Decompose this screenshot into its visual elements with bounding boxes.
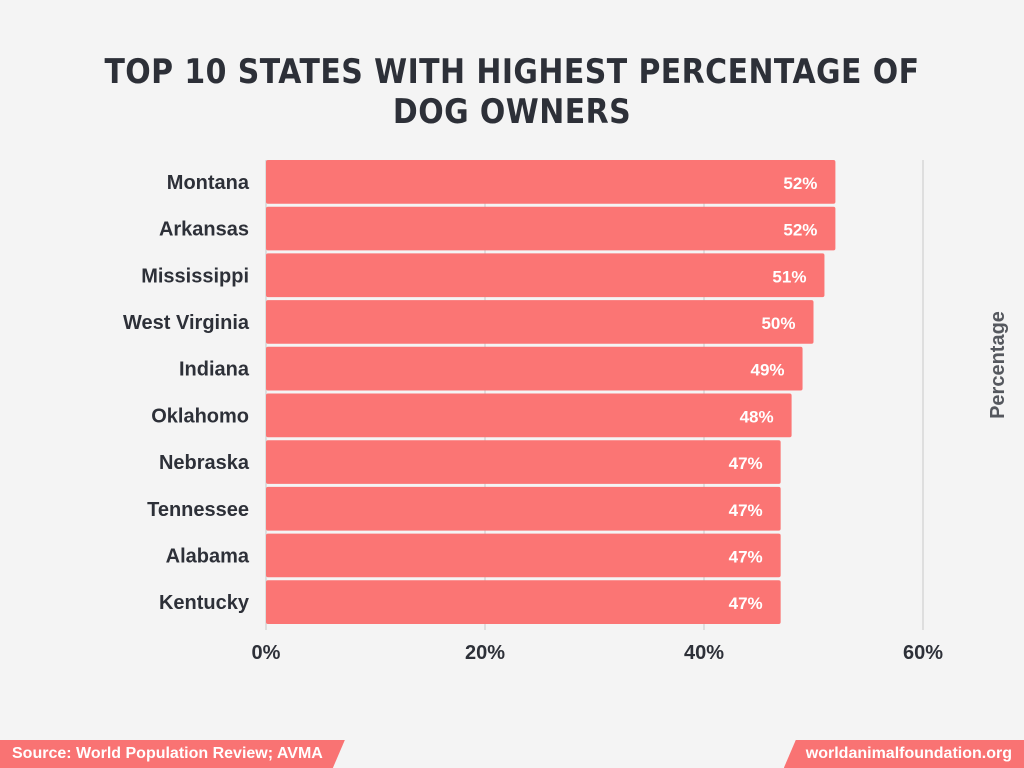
bar [266, 206, 836, 251]
x-tick-label: 0% [252, 642, 281, 664]
bar-chart: 0% 20% 40% 60% Montana 52% Arkansas 52% Mississi… [123, 160, 1009, 664]
data-label: 52% [783, 174, 817, 193]
bar [266, 160, 836, 204]
bar [266, 486, 781, 531]
x-tick-label: 40% [684, 642, 724, 664]
x-tick-label: 20% [465, 642, 505, 664]
category-label: Alabama [166, 545, 250, 567]
data-label: 47% [729, 547, 763, 566]
data-label: 47% [729, 454, 763, 473]
data-label: 49% [751, 361, 785, 380]
data-label: 47% [729, 501, 763, 520]
bar [266, 393, 792, 438]
x-tick-label: 60% [903, 642, 943, 664]
chart-title: TOP 10 STATES WITH HIGHEST PERCENTAGE OF… [104, 52, 920, 132]
y-axis-title: Percentage [987, 311, 1009, 419]
category-label: Arkansas [159, 219, 249, 241]
data-label: 50% [761, 314, 795, 333]
data-label: 47% [729, 594, 763, 613]
bar [266, 300, 814, 344]
category-label: Montana [167, 172, 250, 194]
category-label: Oklahomo [151, 405, 249, 427]
bar [266, 533, 781, 578]
bar [266, 440, 781, 484]
category-label: Indiana [179, 359, 250, 381]
bar [266, 580, 781, 624]
data-label: 48% [740, 407, 774, 426]
data-label: 51% [772, 267, 806, 286]
data-label: 52% [783, 221, 817, 240]
bar [266, 253, 825, 298]
bar [266, 346, 803, 391]
category-label: West Virginia [123, 312, 250, 334]
category-label: Tennessee [147, 499, 249, 521]
category-label: Kentucky [159, 592, 250, 614]
site-link[interactable]: worldanimalfoundation.org [783, 740, 1024, 768]
category-label: Mississippi [141, 265, 249, 287]
category-label: Nebraska [159, 452, 250, 474]
source-tag: Source: World Population Review; AVMA [0, 740, 345, 768]
